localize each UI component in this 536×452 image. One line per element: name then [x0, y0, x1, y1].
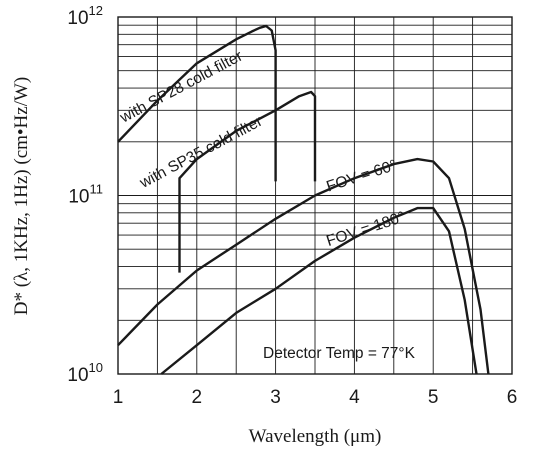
y-axis-title: D* (λ, 1KHz, 1Hz) (cm•Hz/W): [11, 77, 32, 316]
series-label-2: with SP35 cold filter: [136, 113, 265, 192]
x-tick-label: 4: [349, 387, 360, 408]
series-lines: [117, 24, 490, 375]
x-tick-label: 6: [507, 387, 518, 408]
series-label-3: FOV = 60°: [324, 157, 399, 196]
series-label-1: with SP28 cold filter: [117, 48, 246, 127]
y-tick-label: 1010: [67, 360, 103, 386]
plot-frame: [117, 16, 513, 375]
detector-temp-annotation: Detector Temp = 77°K: [263, 345, 416, 362]
x-tick-label: 1: [113, 387, 124, 408]
series-line-1: [117, 24, 277, 182]
series-line-4: [160, 206, 478, 375]
y-tick-label: 1012: [67, 3, 103, 29]
x-tick-label: 2: [192, 387, 203, 408]
series-line-2: [178, 90, 317, 273]
series-label-4: FOV = 180°: [324, 209, 407, 250]
x-tick-label: 3: [270, 387, 281, 408]
y-tick-label: 1011: [68, 182, 103, 208]
x-tick-label: 5: [428, 387, 439, 408]
series-line-3: [117, 157, 490, 375]
x-axis-title: Wavelength (μm): [249, 426, 382, 447]
